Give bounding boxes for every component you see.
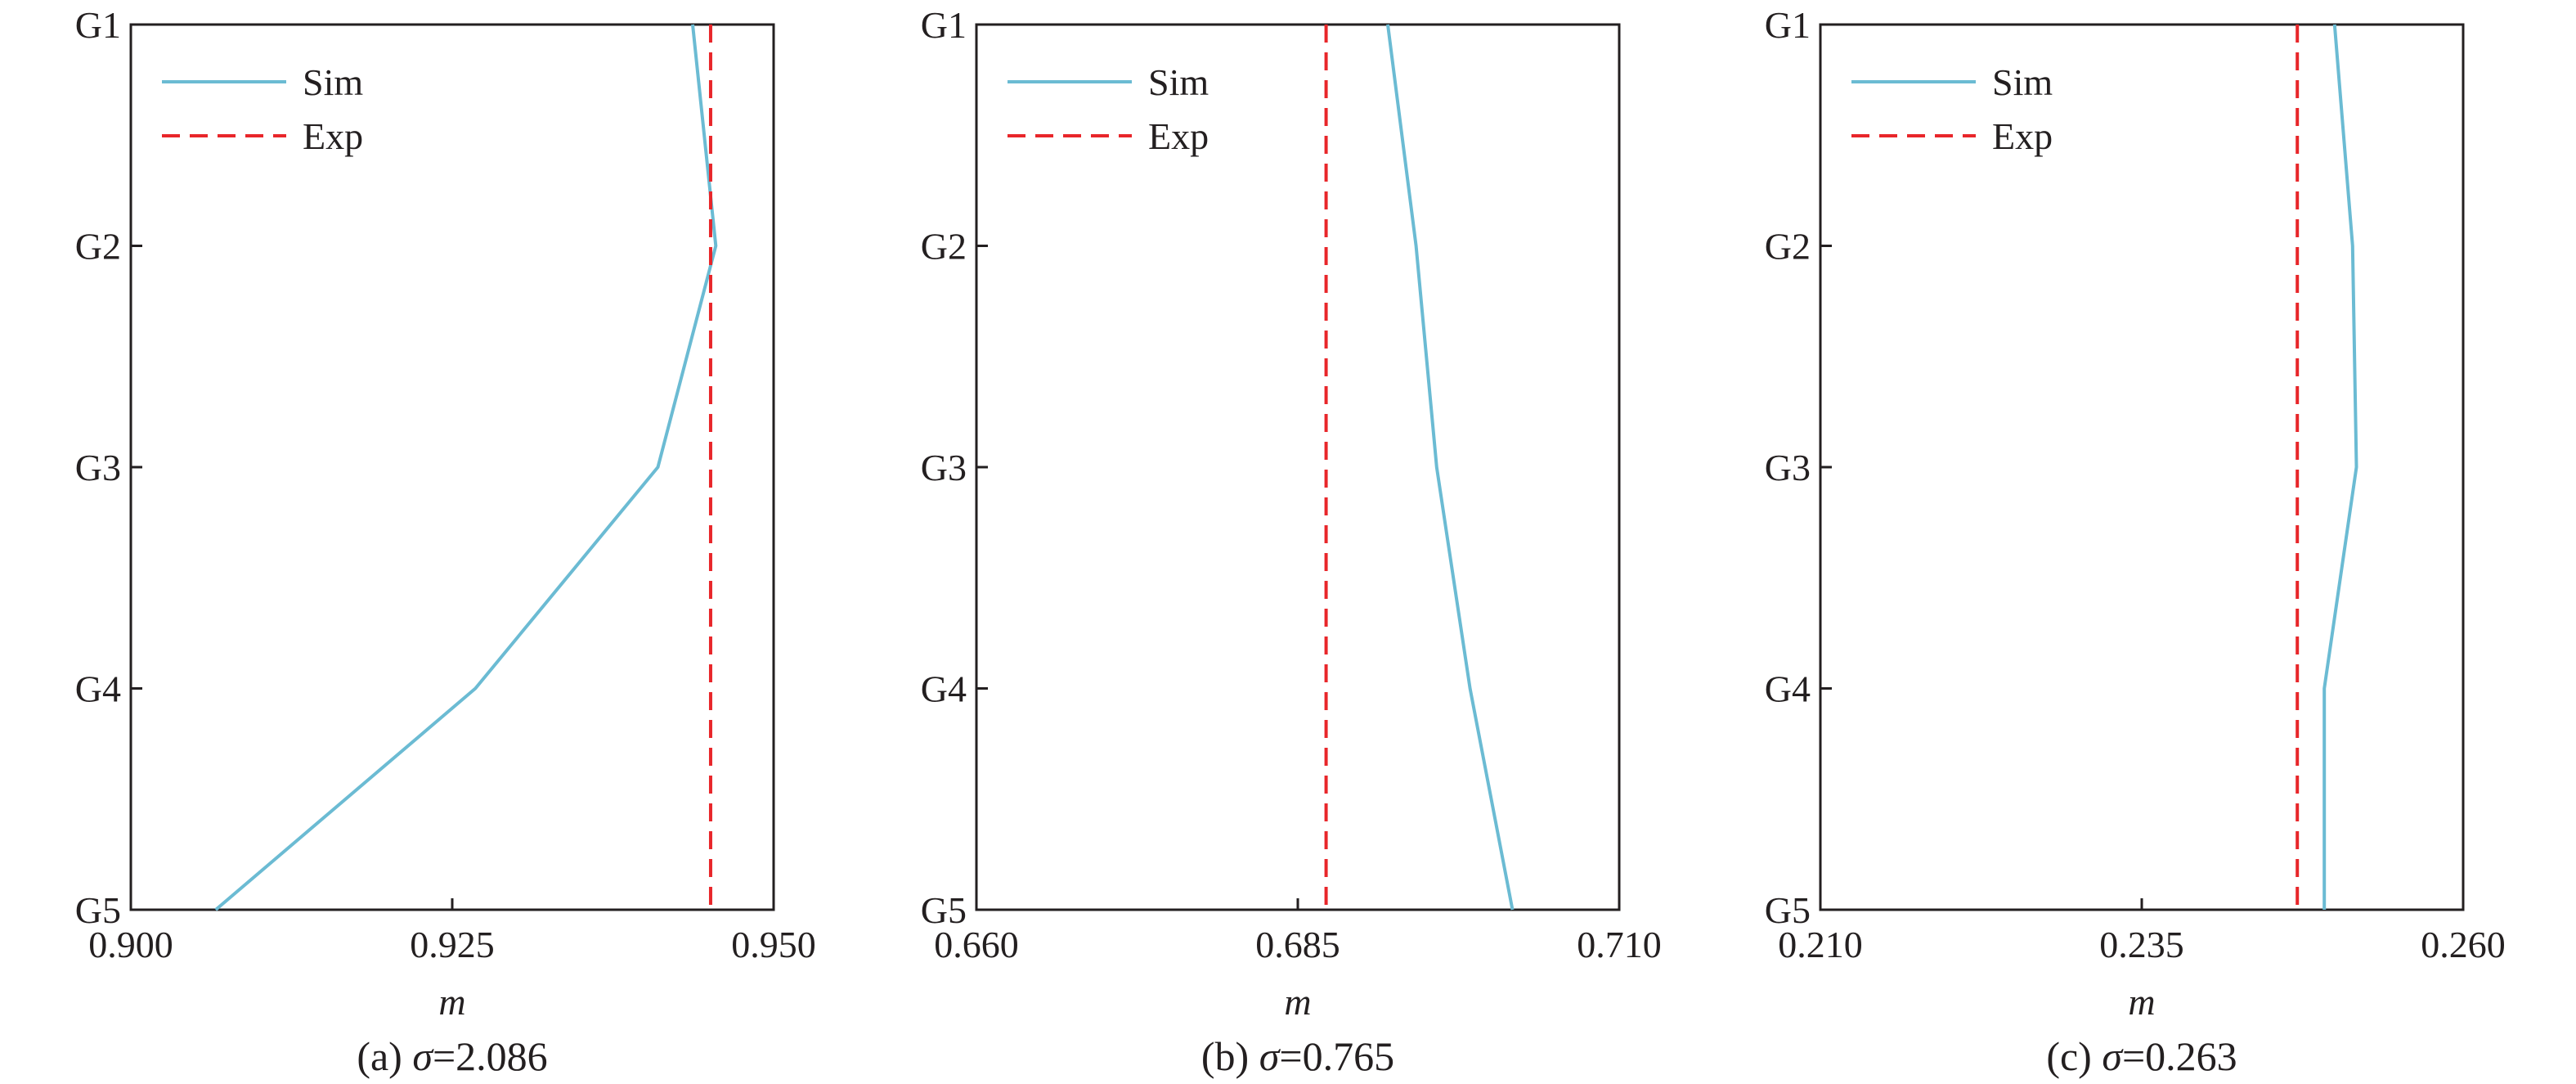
- x-tick-label: 0.235: [2099, 924, 2184, 965]
- y-tick-label: G2: [75, 226, 121, 268]
- legend-label-sim: Sim: [303, 61, 363, 103]
- plot-frame: [1819, 23, 2465, 911]
- series-sim-line: [1386, 24, 1515, 911]
- x-tick-label: 0.685: [1255, 924, 1340, 965]
- y-tick-label: G5: [1765, 889, 1811, 931]
- x-tick-label: 0.260: [2421, 924, 2506, 965]
- y-tick-label: G4: [75, 668, 121, 710]
- x-tick-label: 0.660: [934, 924, 1019, 965]
- y-tick-label: G3: [75, 447, 121, 488]
- x-tick-label: 0.950: [731, 924, 816, 965]
- caption-symbol: σ: [1259, 1033, 1281, 1079]
- legend-label-sim: Sim: [1992, 61, 2053, 103]
- panel-caption: (c) σ=0.263: [2046, 1033, 2237, 1079]
- x-axis-label: m: [438, 981, 465, 1023]
- y-tick-label: G4: [1765, 668, 1811, 710]
- y-tick-label: G3: [1765, 447, 1811, 488]
- y-tick-label: G5: [75, 889, 121, 931]
- caption-prefix: (b): [1201, 1033, 1259, 1079]
- caption-prefix: (a): [357, 1033, 412, 1079]
- caption-value: =2.086: [433, 1033, 548, 1079]
- plot-frame: [975, 23, 1621, 911]
- caption-value: =0.765: [1279, 1033, 1394, 1079]
- y-tick-label: G2: [1765, 226, 1811, 268]
- legend-label-sim: Sim: [1148, 61, 1209, 103]
- caption-value: =0.263: [2122, 1033, 2237, 1079]
- legend: Sim Exp: [162, 61, 363, 157]
- legend-label-exp: Exp: [1992, 115, 2053, 157]
- x-tick-label: 0.710: [1577, 924, 1662, 965]
- y-tick-label: G3: [921, 447, 967, 488]
- caption-symbol: σ: [412, 1033, 434, 1079]
- y-tick-label: G4: [921, 668, 967, 710]
- chart-panel-b: G1 G2 G3 G4 G50.660 0.685 0.710 m (b) σ=0.765 Sim…: [921, 4, 1662, 1079]
- y-tick-label: G1: [1765, 4, 1811, 46]
- legend-label-exp: Exp: [1148, 115, 1209, 157]
- panel-caption: (b) σ=0.765: [1201, 1033, 1394, 1079]
- caption-prefix: (c): [2046, 1033, 2102, 1079]
- y-tick-label: G5: [921, 889, 967, 931]
- legend: Sim Exp: [1851, 61, 2053, 157]
- series-sim-line: [2322, 24, 2358, 910]
- chart-panel-a: G1 G2 G3 G4 G50.900 0.925 0.950 m (a) σ=2.086 Sim…: [75, 4, 816, 1079]
- series-sim-line: [214, 24, 718, 911]
- x-tick-label: 0.900: [88, 924, 173, 965]
- chart-panel-c: G1 G2 G3 G4 G50.210 0.235 0.260 m (c) σ=0.263 Sim…: [1765, 4, 2506, 1079]
- x-axis-label: m: [1284, 981, 1311, 1023]
- x-axis-label: m: [2128, 981, 2155, 1023]
- plot-frame: [129, 23, 775, 911]
- x-tick-label: 0.210: [1778, 924, 1863, 965]
- x-tick-label: 0.925: [410, 924, 495, 965]
- legend: Sim Exp: [1008, 61, 1209, 157]
- legend-label-exp: Exp: [303, 115, 363, 157]
- y-tick-label: G1: [921, 4, 967, 46]
- caption-symbol: σ: [2102, 1033, 2124, 1079]
- y-tick-label: G1: [75, 4, 121, 46]
- panel-caption: (a) σ=2.086: [357, 1033, 547, 1079]
- y-tick-label: G2: [921, 226, 967, 268]
